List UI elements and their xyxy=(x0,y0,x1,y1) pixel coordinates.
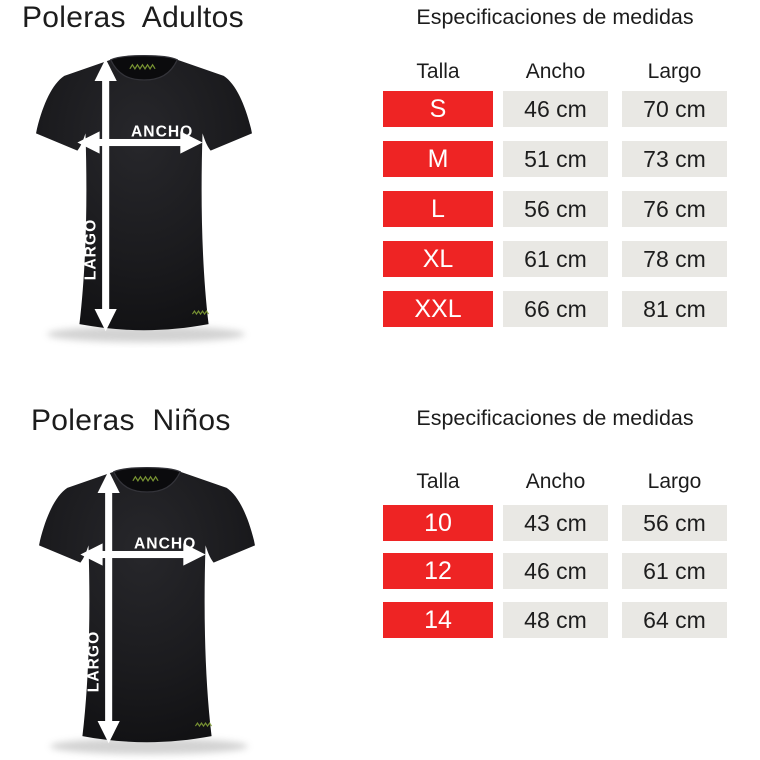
length-arrow-label: LARGO xyxy=(86,631,103,692)
table-title: Especificaciones de medidas xyxy=(416,5,694,29)
width-cell: 56 cm xyxy=(503,191,608,227)
length-cell: 70 cm xyxy=(622,91,727,127)
tshirt-diagram-kids: ANCHO LARGO xyxy=(39,467,255,755)
length-arrow-label: LARGO xyxy=(83,219,100,280)
length-cell: 78 cm xyxy=(622,241,727,277)
column-header-length: Largo xyxy=(647,470,702,493)
size-cell: 14 xyxy=(383,602,493,638)
length-arrow xyxy=(94,58,117,332)
size-cell: M xyxy=(383,141,493,177)
tshirt-body xyxy=(39,467,255,743)
size-cell: 10 xyxy=(383,505,493,541)
shirt-shadow xyxy=(50,738,248,755)
width-arrow xyxy=(80,543,206,566)
column-header-width: Ancho xyxy=(525,470,586,493)
length-cell: 56 cm xyxy=(622,505,727,541)
column-header-size: Talla xyxy=(416,470,460,493)
width-arrow xyxy=(77,131,203,154)
width-cell: 46 cm xyxy=(503,91,608,127)
size-cell: L xyxy=(383,191,493,227)
width-cell: 61 cm xyxy=(503,241,608,277)
length-cell: 64 cm xyxy=(622,602,727,638)
length-cell: 76 cm xyxy=(622,191,727,227)
size-cell: S xyxy=(383,91,493,127)
section-title-adults: Poleras Adultos xyxy=(22,1,244,34)
length-cell: 73 cm xyxy=(622,141,727,177)
brand-logo-hem-icon xyxy=(194,722,213,728)
column-header-width: Ancho xyxy=(525,60,586,83)
length-cell: 81 cm xyxy=(622,291,727,327)
size-cell: 12 xyxy=(383,553,493,589)
column-header-size: Talla xyxy=(416,60,460,83)
width-cell: 48 cm xyxy=(503,602,608,638)
section-title-kids: Poleras Niños xyxy=(31,404,231,437)
shirt-shadow xyxy=(47,326,245,343)
size-cell: XXL xyxy=(383,291,493,327)
width-cell: 66 cm xyxy=(503,291,608,327)
width-arrow-label: ANCHO xyxy=(134,535,196,552)
tshirt-diagram-adults: ANCHO LARGO xyxy=(36,55,252,343)
column-header-length: Largo xyxy=(647,60,702,83)
width-cell: 46 cm xyxy=(503,553,608,589)
length-arrow xyxy=(97,470,120,744)
brand-logo-hem-icon xyxy=(191,310,210,316)
length-cell: 61 cm xyxy=(622,553,727,589)
brand-logo-collar-icon xyxy=(129,63,156,70)
size-cell: XL xyxy=(383,241,493,277)
table-title: Especificaciones de medidas xyxy=(416,406,694,430)
width-arrow-label: ANCHO xyxy=(131,123,193,140)
tshirt-body xyxy=(36,55,252,331)
width-cell: 51 cm xyxy=(503,141,608,177)
width-cell: 43 cm xyxy=(503,505,608,541)
brand-logo-collar-icon xyxy=(132,475,159,482)
